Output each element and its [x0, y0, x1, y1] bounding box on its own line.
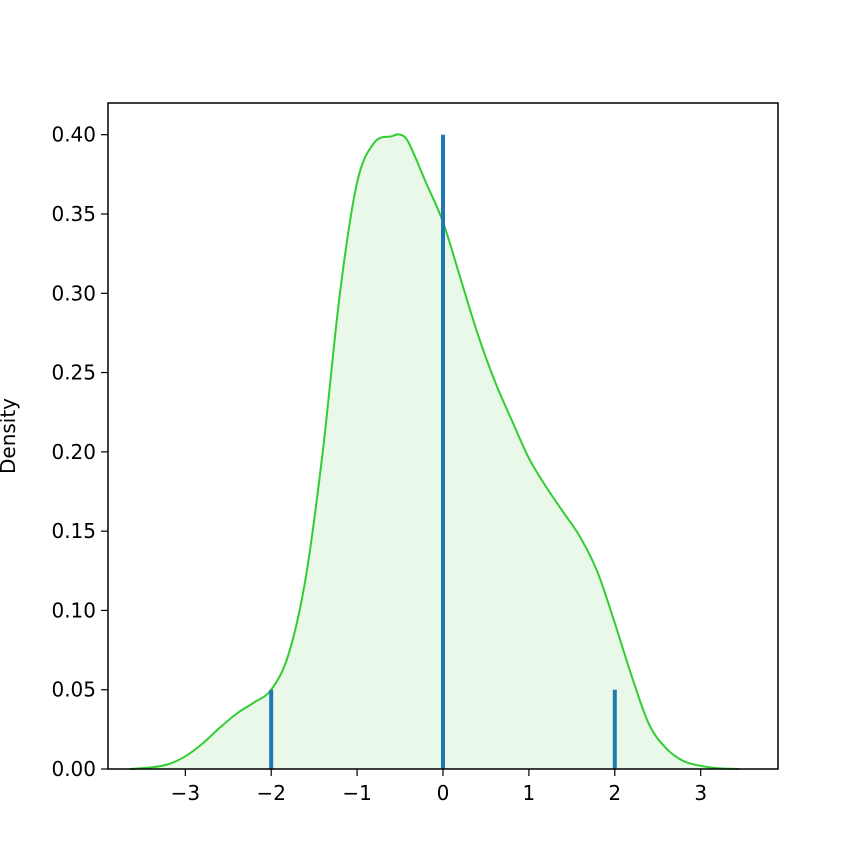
y-tick-label: 0.00 [51, 757, 96, 781]
x-tick-label: −1 [342, 781, 371, 805]
x-tick-label: −3 [171, 781, 200, 805]
x-tick-label: 2 [608, 781, 621, 805]
plot-area [129, 133, 740, 770]
y-tick-label: 0.30 [51, 281, 96, 305]
y-tick-label: 0.10 [51, 598, 96, 622]
y-axis-label: Density [0, 398, 20, 474]
x-tick-label: 1 [523, 781, 536, 805]
y-tick-label: 0.05 [51, 678, 96, 702]
kde-curve [129, 133, 740, 770]
y-tick-label: 0.35 [51, 202, 96, 226]
x-tick-label: 0 [437, 781, 450, 805]
x-tick-label: 3 [694, 781, 707, 805]
y-tick-label: 0.25 [51, 361, 96, 385]
x-axis: −3 −2 −1 0 1 2 3 [171, 769, 707, 805]
y-tick-label: 0.20 [51, 440, 96, 464]
kde-fill [129, 134, 740, 769]
y-tick-label: 0.40 [51, 123, 96, 147]
y-axis: 0.00 0.05 0.10 0.15 0.20 0.25 0.30 0.35 0.40 [51, 123, 108, 781]
x-tick-label: −2 [256, 781, 285, 805]
y-tick-label: 0.15 [51, 519, 96, 543]
